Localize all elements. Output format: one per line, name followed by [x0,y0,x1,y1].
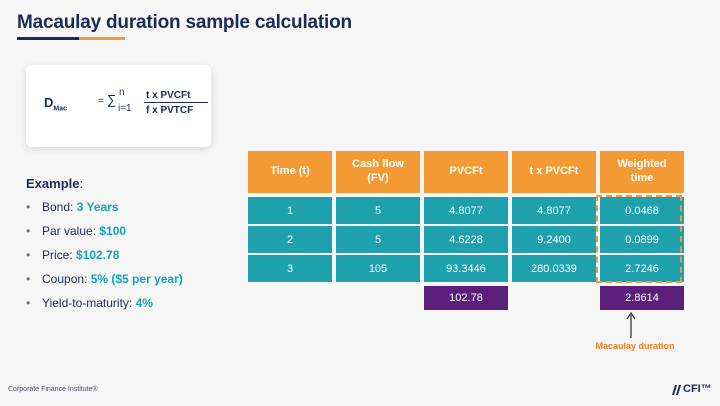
bullet-dot-icon: • [26,272,31,286]
formula-sigma: ∑ [107,92,117,107]
formula-card: DMac = ∑ n i=1 t x PVCFt f x PVTCF [26,65,211,147]
formula-lhs-subscript: Mac [53,105,68,113]
formula-fraction-bar [144,102,208,103]
cell-cash-flow: 5 [336,226,420,253]
bullet-label: Price: [42,248,77,262]
duration-total-row: 2.8614 [600,286,684,310]
cfi-logo-text: CFI™ [683,383,712,395]
bullet-bond: • Bond: 3 Years [26,200,183,224]
table-row: 1 5 4.8077 4.8077 0.0468 [248,197,684,224]
bullet-label: Yield-to-maturity: [42,296,136,310]
header-pvcft: PVCFt [424,151,508,193]
example-bullet-list: • Bond: 3 Years • Par value: $100 • Price: … [26,200,183,320]
page-title: Macaulay duration sample calculation [17,12,352,33]
formula-lhs: DMac [44,95,67,113]
cell-t-x-pvcft: 9.2400 [512,226,596,253]
bullet-label: Par value: [42,224,100,238]
bullet-par-value: • Par value: $100 [26,224,183,248]
header-t-x-pvcft: t x PVCFt [512,151,596,193]
bullet-value: 4% [135,296,153,310]
pvcft-total: 102.78 [424,286,508,310]
arrow-up-icon [626,311,636,338]
cell-pvcft: 4.8077 [424,197,508,224]
formula-denominator: f x PVTCF [146,105,194,116]
cell-time: 3 [248,255,332,282]
cell-weighted-time: 0.0899 [600,226,684,253]
formula-upper-limit: n [119,87,125,98]
footer-copyright: Corporate Finance Institute® [8,386,98,393]
header-cash-flow-text: Cash flow (FV) [352,158,404,184]
cell-t-x-pvcft: 4.8077 [512,197,596,224]
bullet-value: $102.78 [76,248,120,262]
bullet-dot-icon: • [26,224,31,238]
bullet-value: $100 [99,224,127,238]
header-time: Time (t) [248,151,332,193]
table-row: 2 5 4.6228 9.2400 0.0899 [248,226,684,253]
table-header-row: Time (t) Cash flow (FV) PVCFt t x PVCFt … [248,151,684,193]
header-cash-flow: Cash flow (FV) [336,151,420,193]
formula-numerator: t x PVCFt [146,90,191,101]
cfi-logo-icon [672,385,681,395]
bullet-value: 3 Years [76,200,119,214]
cell-weighted-time: 2.7246 [600,255,684,282]
bullet-label: Bond: [42,200,77,214]
pvcft-total-row: 102.78 [424,286,508,310]
example-heading: Example: [26,176,83,191]
cell-time: 1 [248,197,332,224]
bullet-dot-icon: • [26,296,31,310]
bullet-label: Coupon: [42,272,91,286]
bullet-coupon: • Coupon: 5% ($5 per year) [26,272,183,296]
header-time-text: Time (t) [270,165,310,178]
cell-pvcft: 4.6228 [424,226,508,253]
bullet-value: 5% ($5 per year) [90,272,183,286]
title-underline [17,37,125,40]
formula-lhs-symbol: D [44,95,54,110]
macaulay-duration-annotation: Macaulay duration [595,341,675,351]
bullet-dot-icon: • [26,200,31,214]
cell-time: 2 [248,226,332,253]
cell-cash-flow: 5 [336,197,420,224]
cell-cash-flow: 105 [336,255,420,282]
cell-pvcft: 93.3446 [424,255,508,282]
bullet-dot-icon: • [26,248,31,262]
formula-lower-limit: i=1 [118,103,132,114]
table-row: 3 105 93.3446 280.0339 2.7246 [248,255,684,282]
header-t-x-pvcft-text: t x PVCFt [529,165,579,178]
cell-weighted-time: 0.0468 [600,197,684,224]
example-heading-text: Example [26,176,80,191]
header-pvcft-text: PVCFt [449,165,483,178]
example-heading-colon: : [79,176,84,191]
duration-total: 2.8614 [600,286,684,310]
formula-equals: = [98,96,104,107]
bullet-price: • Price: $102.78 [26,248,183,272]
header-weighted-time-text: Weighted time [617,158,667,184]
header-weighted-time: Weighted time [600,151,684,193]
bullet-ytm: • Yield-to-maturity: 4% [26,296,183,320]
cell-t-x-pvcft: 280.0339 [512,255,596,282]
